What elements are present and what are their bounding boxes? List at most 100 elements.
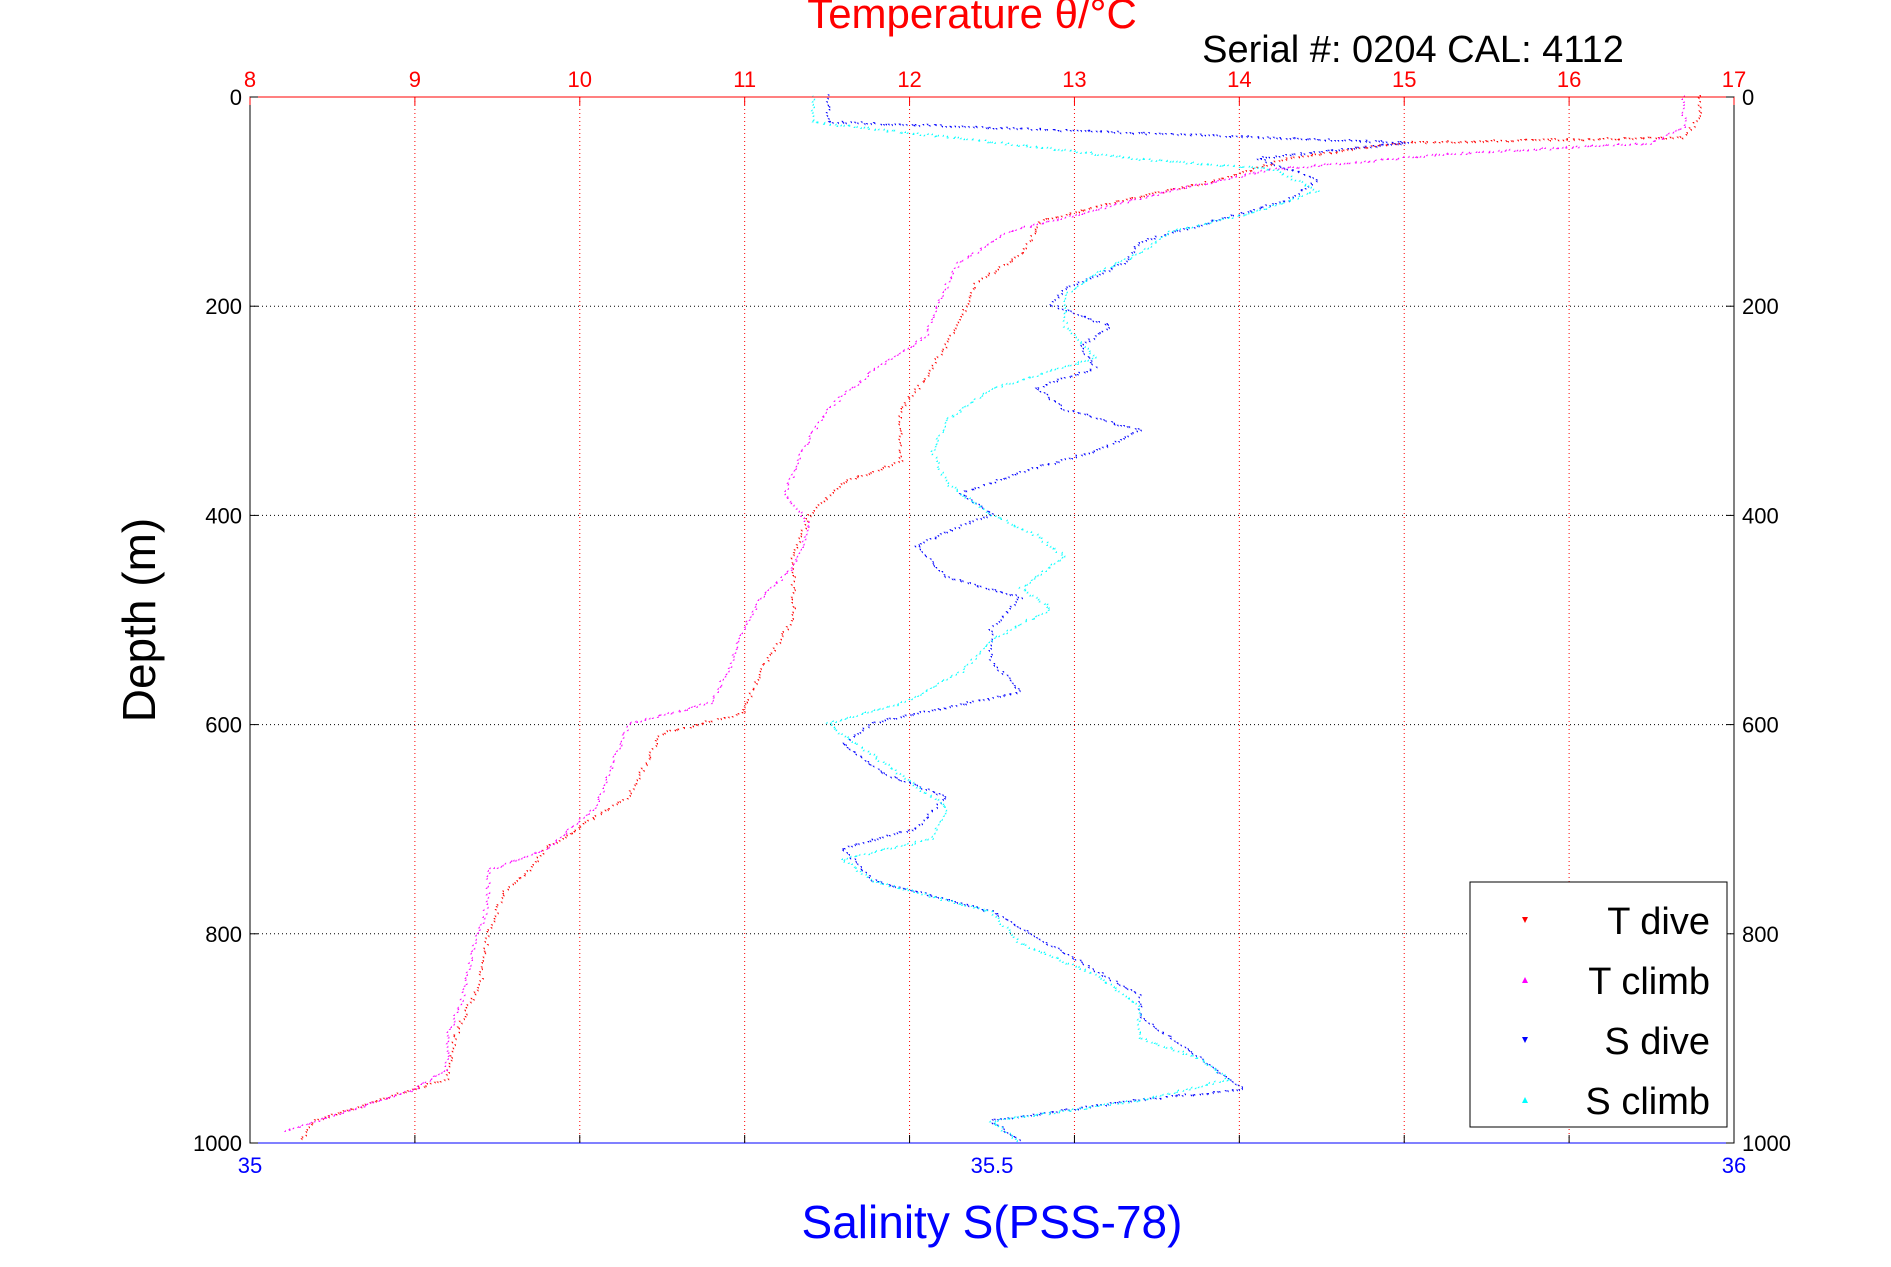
data-point [330, 1113, 333, 1116]
data-point [936, 807, 939, 810]
data-point [1009, 679, 1012, 682]
data-point [1029, 225, 1032, 228]
data-point [1158, 132, 1161, 135]
data-point [384, 1097, 387, 1100]
data-point [941, 679, 944, 682]
data-point [1602, 144, 1605, 147]
data-point [1356, 146, 1359, 149]
data-point [1065, 1108, 1068, 1111]
data-point [1223, 178, 1226, 181]
data-point [856, 733, 859, 736]
data-point [876, 708, 879, 711]
data-point [846, 735, 849, 738]
data-point [1167, 1035, 1170, 1038]
data-point [973, 397, 976, 400]
data-point [1119, 202, 1122, 205]
data-point [915, 891, 918, 894]
data-point [1297, 166, 1300, 169]
data-point [1060, 551, 1063, 554]
data-point [982, 908, 985, 911]
data-point [898, 421, 901, 424]
data-point [1154, 133, 1157, 136]
data-point [1150, 159, 1153, 162]
data-point [858, 853, 861, 856]
data-point [955, 324, 958, 327]
data-point [862, 727, 865, 730]
data-point [1067, 962, 1070, 965]
data-point [1194, 133, 1197, 136]
data-point [874, 849, 877, 852]
data-point [1121, 993, 1124, 996]
data-point [447, 1078, 450, 1081]
data-point [1190, 1094, 1193, 1097]
data-point [1464, 140, 1467, 143]
data-point [886, 847, 889, 850]
data-point [791, 598, 794, 601]
data-point [1112, 985, 1115, 988]
data-point [1025, 144, 1028, 147]
data-point [386, 1096, 389, 1099]
data-point [1208, 1064, 1211, 1067]
data-point [1004, 918, 1007, 921]
data-point [1090, 363, 1093, 366]
data-point [1177, 1094, 1180, 1097]
data-point [633, 784, 636, 787]
data-point [1278, 202, 1281, 205]
data-point [987, 641, 990, 644]
data-point [1264, 161, 1267, 164]
data-point [1089, 277, 1092, 280]
data-point [861, 712, 864, 715]
data-point [1057, 296, 1060, 299]
data-point [996, 666, 999, 669]
data-point [661, 733, 664, 736]
data-point [1040, 540, 1043, 543]
data-point [1002, 695, 1005, 698]
data-point [944, 796, 947, 799]
data-point [1046, 603, 1049, 606]
data-point [893, 776, 896, 779]
data-point [1109, 266, 1112, 269]
data-point [1304, 188, 1307, 191]
data-point [1399, 141, 1402, 144]
data-point [1064, 288, 1067, 291]
data-point [802, 516, 805, 519]
data-point [1054, 463, 1057, 466]
data-point [471, 959, 474, 962]
data-point [912, 133, 915, 136]
data-point [966, 663, 969, 666]
data-point [1206, 1063, 1209, 1066]
data-point [1023, 471, 1026, 474]
data-point [1169, 1046, 1172, 1049]
data-point [1200, 1085, 1203, 1088]
data-point [283, 1129, 286, 1132]
data-point [474, 938, 477, 941]
data-point [925, 539, 928, 542]
data-point [1584, 144, 1587, 147]
data-point [1243, 173, 1246, 176]
data-point [313, 1120, 316, 1123]
data-point [953, 578, 956, 581]
data-point [446, 1034, 449, 1037]
data-point [1548, 140, 1551, 143]
data-point [1367, 160, 1370, 163]
data-point [457, 1008, 460, 1011]
data-point [1031, 533, 1034, 536]
data-point [786, 481, 789, 484]
data-point [1546, 138, 1549, 141]
data-point [1113, 424, 1116, 427]
data-point [944, 282, 947, 285]
data-point [1008, 928, 1011, 931]
data-point [1071, 956, 1074, 959]
data-point [905, 831, 908, 834]
data-point [1205, 182, 1208, 185]
data-point [860, 475, 863, 478]
data-point [968, 522, 971, 525]
data-point [447, 1036, 450, 1039]
data-point [896, 832, 899, 835]
data-point [1045, 611, 1048, 614]
data-point [1122, 425, 1125, 428]
data-point [857, 843, 860, 846]
data-point [953, 136, 956, 139]
chart-subtitle: Serial #: 0204 CAL: 4112 [1202, 29, 1624, 71]
data-point [1193, 227, 1196, 230]
